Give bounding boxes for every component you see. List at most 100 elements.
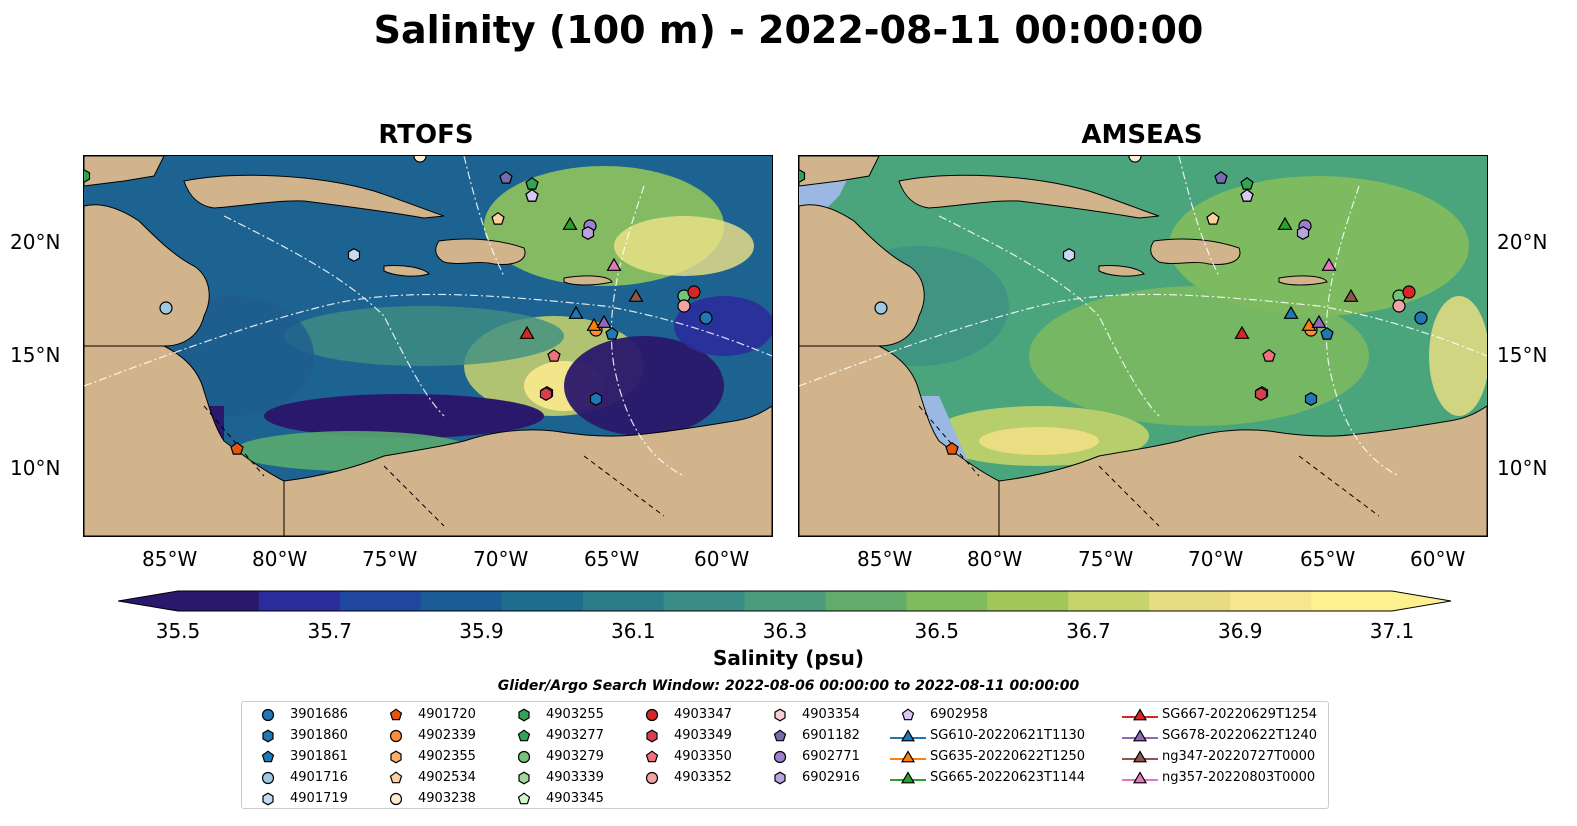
triangle-icon	[1122, 770, 1158, 783]
float-marker	[677, 299, 691, 313]
legend-item: SG665-20220623T1144	[888, 767, 1085, 788]
legend-item: 4902339	[376, 725, 476, 746]
float-marker	[1402, 285, 1416, 299]
lon-tick-label: 60°W	[1410, 547, 1466, 571]
circle-icon	[389, 792, 403, 805]
float-marker	[1321, 257, 1337, 271]
colorbar-bin	[339, 591, 422, 611]
legend-label: SG678-20220622T1240	[1162, 728, 1318, 743]
legend-column: 6902958 SG610-20220621T1130 SG635-20220622…	[888, 704, 1085, 788]
legend-label: 6901182	[802, 728, 860, 743]
colorbar-tick-label: 36.9	[1217, 619, 1263, 643]
float-marker	[605, 326, 619, 340]
legend-item: 4903279	[504, 746, 604, 767]
legend-item: 4903255	[504, 704, 604, 725]
circle-icon	[389, 729, 403, 742]
float-marker	[539, 387, 553, 401]
triangle-icon	[1122, 749, 1158, 762]
pentagon-icon	[517, 791, 531, 804]
legend-label: 4903238	[418, 791, 476, 806]
circle-icon	[517, 750, 531, 763]
lon-tick-label: 75°W	[362, 547, 418, 571]
amseas-map[interactable]	[798, 155, 1488, 537]
legend-label: 6902771	[802, 749, 860, 764]
float-marker	[347, 248, 361, 262]
pentagon-icon	[389, 770, 403, 783]
colorbar-label: Salinity (psu)	[712, 646, 864, 670]
hexagon-icon	[646, 729, 658, 742]
float-marker	[589, 392, 603, 406]
lon-tick-label: 65°W	[584, 547, 640, 571]
legend-item: 4903345	[504, 788, 604, 809]
float-marker	[1320, 326, 1334, 340]
triangle-icon	[1122, 728, 1158, 741]
legend-label: 3901861	[290, 749, 348, 764]
colorbar-bin	[1149, 591, 1231, 611]
legend-label: 4902339	[418, 728, 476, 743]
colorbar-bin	[501, 591, 584, 611]
legend-item: 4901720	[376, 704, 476, 725]
legend-item: SG667-20220629T1254	[1120, 704, 1317, 725]
colorbar-tick-label: 36.5	[914, 619, 960, 643]
legend-label: SG667-20220629T1254	[1162, 707, 1318, 722]
hexagon-icon	[518, 771, 530, 784]
lat-tick-label: 20°N	[10, 230, 61, 254]
legend-item: 4903354	[760, 704, 860, 725]
float-marker	[1311, 314, 1327, 328]
float-marker	[159, 301, 173, 315]
legend-column: SG667-20220629T1254 SG678-20220622T1240 ng…	[1120, 704, 1317, 788]
legend-label: 4903354	[802, 707, 860, 722]
hexagon-icon	[390, 750, 402, 763]
legend-item: 6902771	[760, 746, 860, 767]
lon-tick-label: 80°W	[967, 547, 1023, 571]
colorbar-bin	[744, 591, 826, 611]
float-marker	[687, 285, 701, 299]
float-marker	[1262, 348, 1276, 362]
float-marker	[1240, 188, 1254, 202]
legend-item: 4903339	[504, 767, 604, 788]
legend-column: 4903354 6901182 6902771 6902916	[760, 704, 860, 788]
colorbar-tick-label: 36.3	[762, 619, 808, 643]
colorbar-bin	[1068, 591, 1150, 611]
legend-item: 6902958	[888, 704, 1085, 725]
colorbar-extend-high	[1392, 591, 1451, 611]
colorbar-bin	[906, 591, 988, 611]
legend-label: 4903349	[674, 728, 732, 743]
lat-tick-label: 20°N	[1497, 230, 1548, 254]
colorbar-extend-low	[118, 591, 178, 611]
legend-label: 3901860	[290, 728, 348, 743]
lat-tick-label: 15°N	[1497, 343, 1548, 367]
legend-label: ng347-20220727T0000	[1162, 749, 1316, 764]
lon-tick-label: 65°W	[1300, 547, 1356, 571]
hexagon-icon	[262, 792, 274, 805]
float-marker	[628, 288, 644, 302]
legend-label: 6902958	[930, 707, 988, 722]
float-marker	[1277, 216, 1293, 230]
float-marker	[699, 311, 713, 325]
legend-label: 4903350	[674, 749, 732, 764]
float-marker	[547, 348, 561, 362]
float-marker	[1343, 288, 1359, 302]
legend-item: 4903347	[632, 704, 732, 725]
circle-icon	[645, 708, 659, 721]
pentagon-icon	[517, 728, 531, 741]
figure-title: Salinity (100 m) - 2022-08-11 00:00:00	[373, 8, 1204, 52]
pentagon-icon	[773, 728, 787, 741]
legend-label: 4902534	[418, 770, 476, 785]
legend-item: 3901860	[248, 725, 348, 746]
legend-column: 4903255 4903277 4903279 4903339 4903345	[504, 704, 604, 809]
colorbar-tick-label: 35.7	[307, 619, 353, 643]
lon-tick-label: 60°W	[694, 547, 750, 571]
panel-title-rtofs: RTOFS	[378, 120, 474, 150]
circle-icon	[773, 750, 787, 763]
rtofs-map[interactable]	[83, 155, 773, 537]
float-marker	[230, 441, 244, 455]
colorbar-tick-label: 37.1	[1369, 619, 1415, 643]
legend-item: 4903349	[632, 725, 732, 746]
legend-item: 4903238	[376, 788, 476, 809]
pentagon-icon	[645, 749, 659, 762]
colorbar-bin	[825, 591, 907, 611]
legend-item: 4902534	[376, 767, 476, 788]
colorbar-bin	[258, 591, 341, 611]
pentagon-icon	[901, 707, 915, 720]
